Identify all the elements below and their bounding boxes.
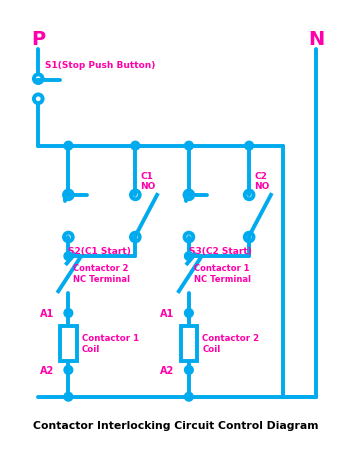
Circle shape xyxy=(64,309,73,318)
Text: Contactor 2
Coil: Contactor 2 Coil xyxy=(202,334,259,353)
Text: A1: A1 xyxy=(160,308,175,319)
Circle shape xyxy=(131,142,140,150)
Text: A2: A2 xyxy=(160,365,175,375)
Text: Contactor 2
NC Terminal: Contactor 2 NC Terminal xyxy=(73,263,131,283)
Circle shape xyxy=(185,252,193,261)
Circle shape xyxy=(64,252,73,261)
Text: C2
NO: C2 NO xyxy=(254,172,270,191)
Circle shape xyxy=(185,393,193,401)
Text: Contactor Interlocking Circuit Control Diagram: Contactor Interlocking Circuit Control D… xyxy=(33,420,318,430)
Text: S3(C2 Start): S3(C2 Start) xyxy=(189,246,252,255)
Text: C1
NO: C1 NO xyxy=(140,172,156,191)
Circle shape xyxy=(245,142,253,150)
Text: P: P xyxy=(31,30,45,49)
Circle shape xyxy=(64,393,73,401)
Circle shape xyxy=(64,366,73,375)
Text: Contactor 1
NC Terminal: Contactor 1 NC Terminal xyxy=(194,263,251,283)
Text: S2(C1 Start): S2(C1 Start) xyxy=(68,246,131,255)
Text: A2: A2 xyxy=(40,365,54,375)
Circle shape xyxy=(185,366,193,375)
Bar xyxy=(60,326,77,361)
Circle shape xyxy=(185,142,193,150)
Text: N: N xyxy=(308,30,324,49)
Bar xyxy=(180,326,197,361)
Text: Contactor 1
Coil: Contactor 1 Coil xyxy=(82,334,139,353)
Text: A1: A1 xyxy=(40,308,54,319)
Circle shape xyxy=(185,309,193,318)
Circle shape xyxy=(64,142,73,150)
Text: S1(Stop Push Button): S1(Stop Push Button) xyxy=(45,61,155,70)
